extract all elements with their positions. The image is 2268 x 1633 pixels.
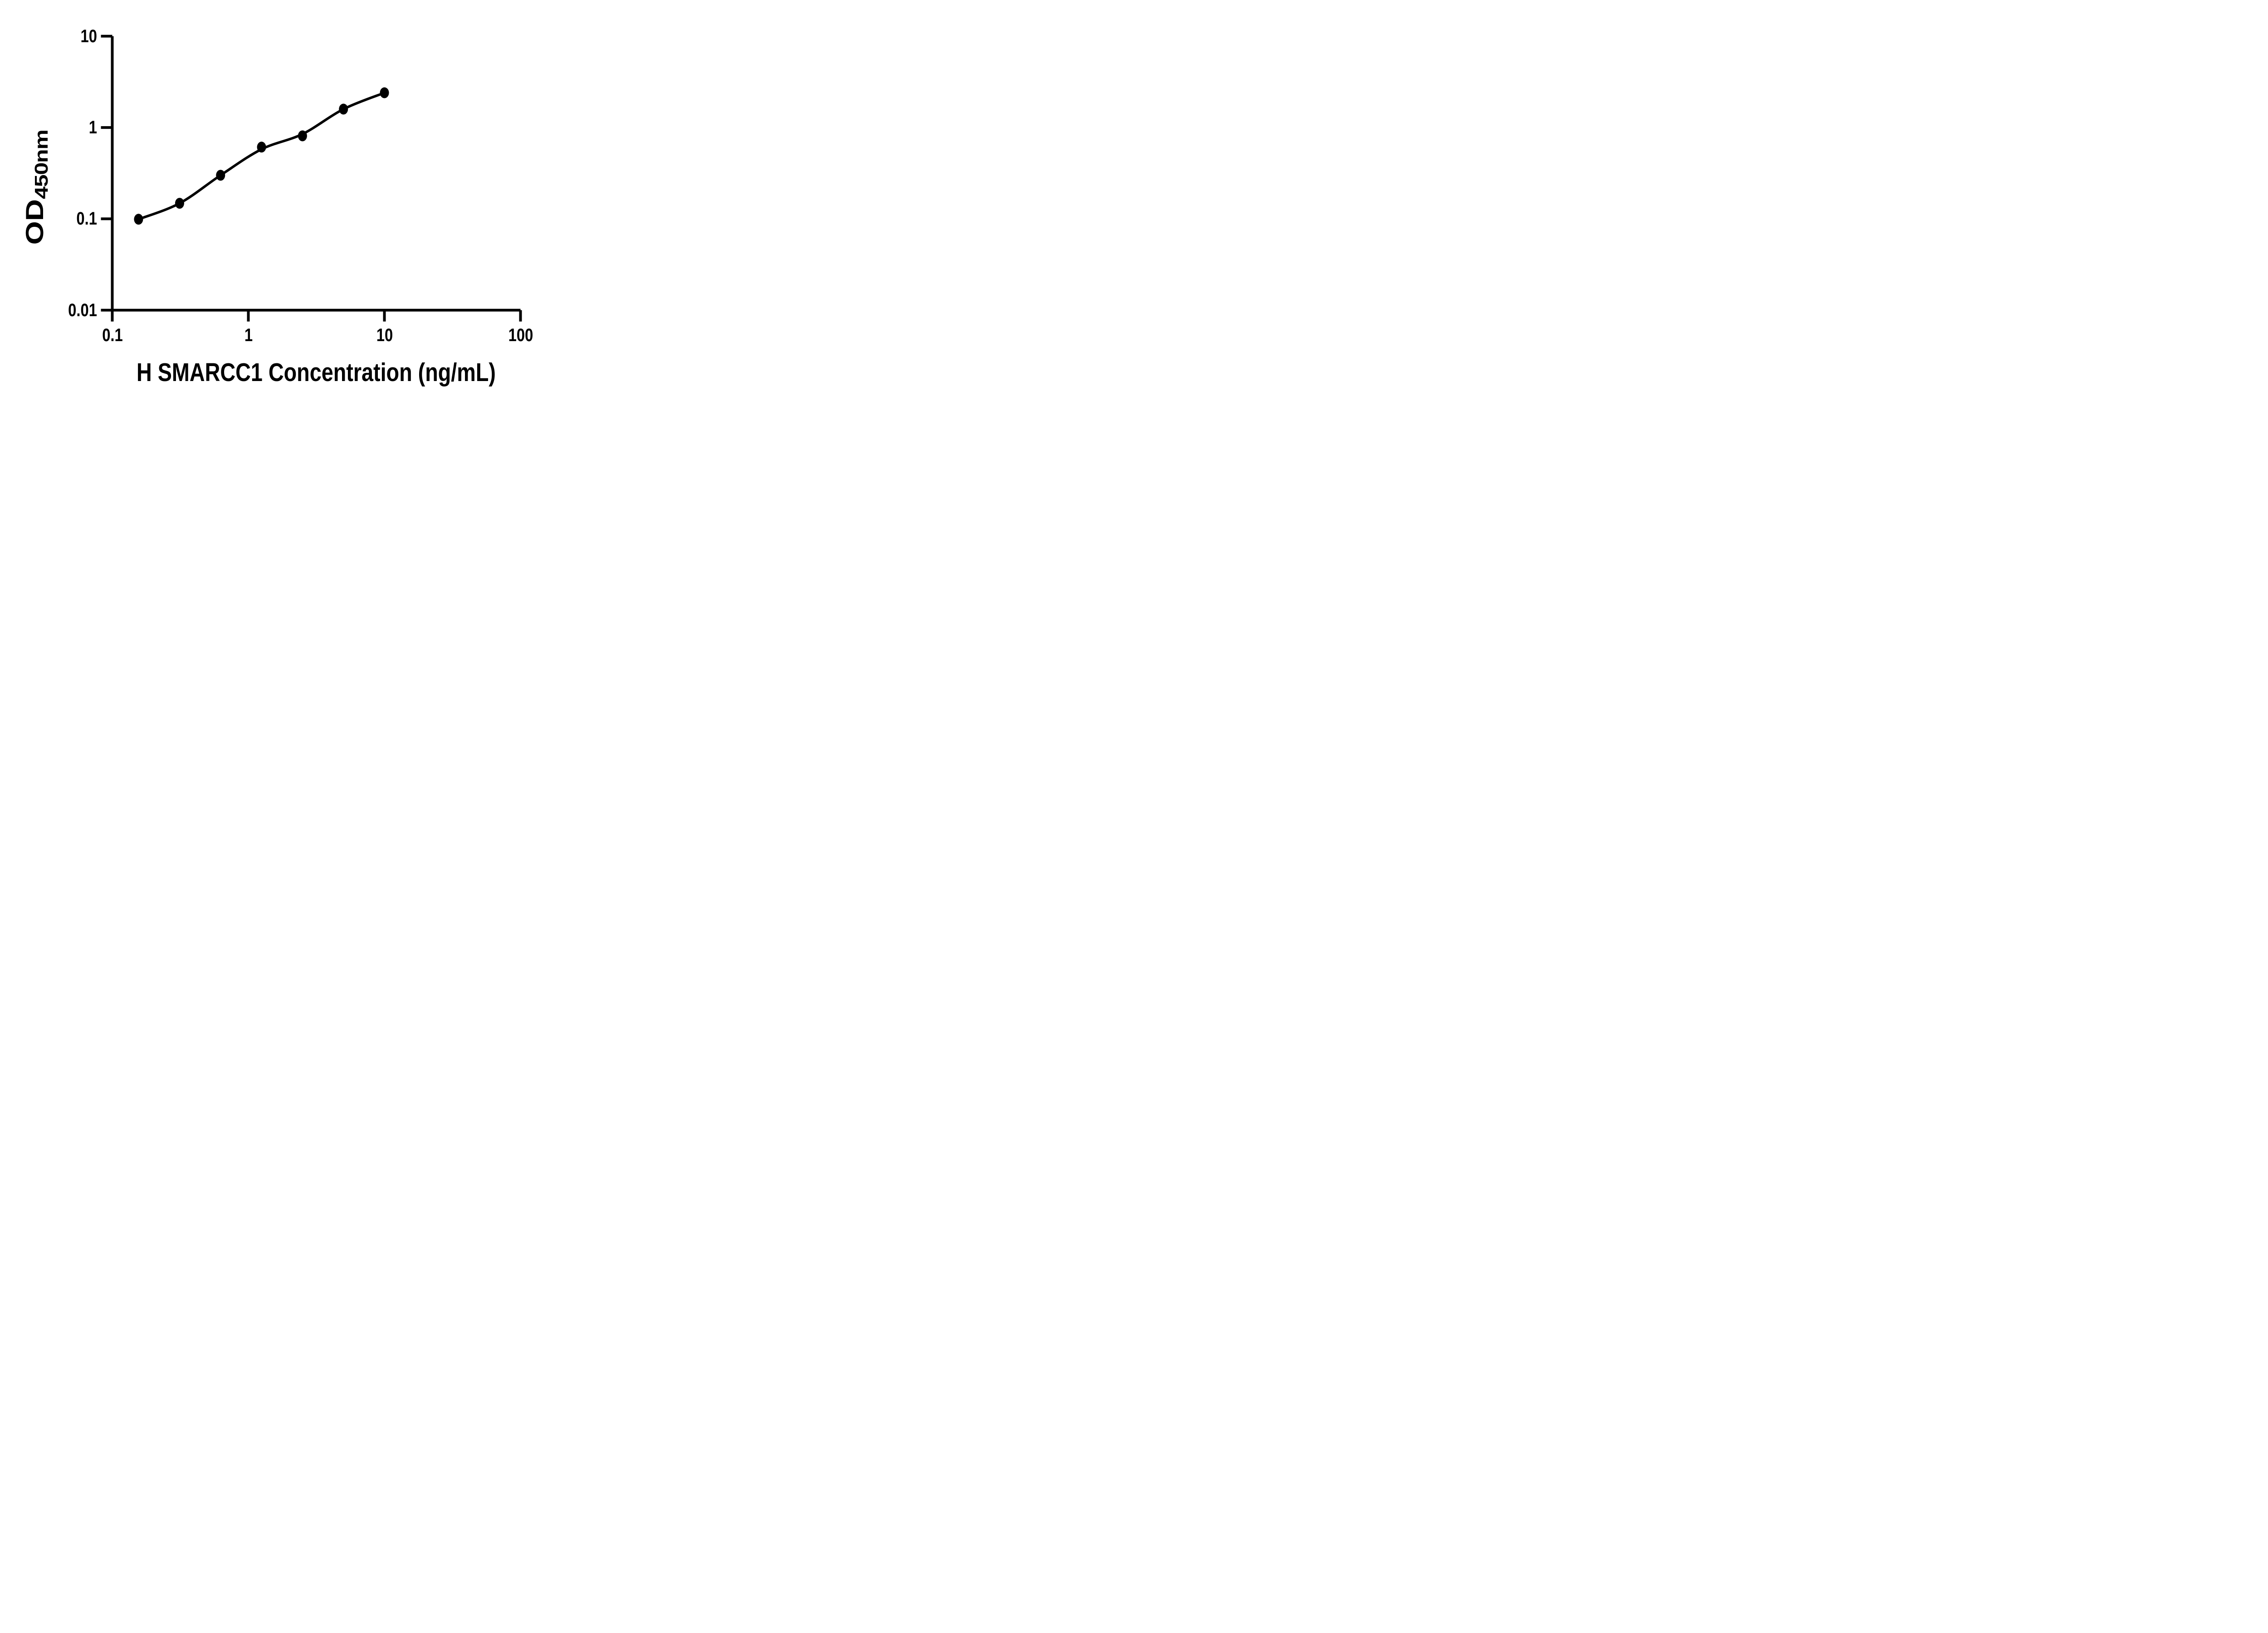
- data-point-marker: [380, 87, 389, 98]
- x-axis-title: H SMARCC1 Concentration (ng/mL): [137, 358, 496, 387]
- y-tick-label-0.1: 0.1: [76, 209, 97, 229]
- data-point-marker: [175, 198, 184, 209]
- elisa-standard-curve-chart: OD450nm H SMARCC1 Concentration (ng/mL) …: [0, 0, 583, 408]
- data-point-marker: [339, 103, 348, 115]
- x-tick-label-10: 10: [376, 325, 393, 345]
- data-point-marker: [298, 130, 307, 142]
- y-axis-title-subscript: 450nm: [31, 130, 52, 199]
- axes-and-ticks: [101, 34, 522, 322]
- plot-area: [101, 34, 522, 322]
- data-point-marker: [216, 170, 225, 181]
- data-point-marker: [134, 214, 143, 225]
- x-tick-label-1: 1: [244, 325, 253, 345]
- y-tick-label-1: 1: [88, 117, 97, 138]
- y-tick-label-10: 10: [80, 26, 97, 46]
- data-point-marker: [257, 142, 266, 153]
- standard-curve-line: [138, 91, 385, 220]
- y-tick-label-0.01: 0.01: [68, 300, 97, 320]
- x-tick-label-100: 100: [508, 325, 533, 345]
- x-tick-label-0.1: 0.1: [102, 325, 123, 345]
